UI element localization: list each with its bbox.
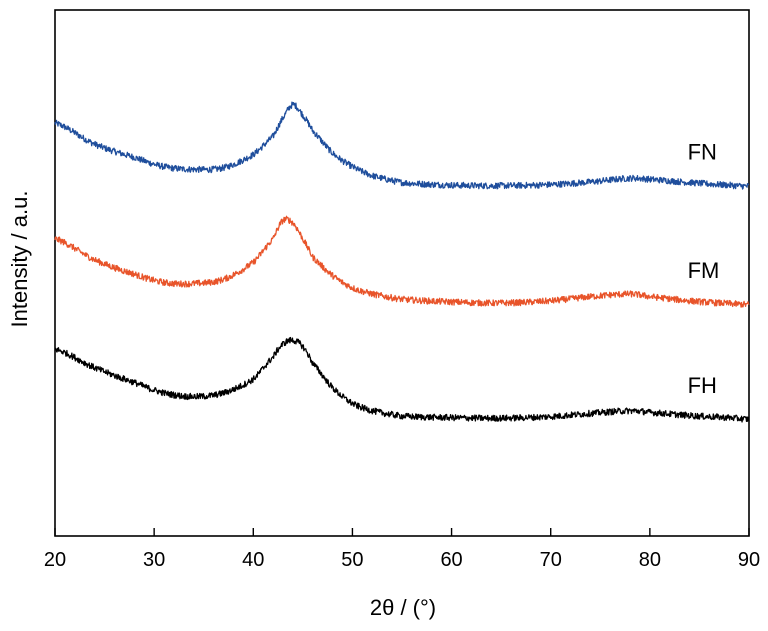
- x-tick-label: 30: [143, 549, 165, 571]
- series-line-fn: [54, 101, 750, 190]
- series-label-fn: FN: [688, 140, 717, 165]
- x-tick-label: 40: [242, 549, 264, 571]
- x-axis-title: 2θ / (°): [370, 595, 436, 620]
- x-tick-label: 70: [540, 549, 562, 571]
- plot-frame: [54, 9, 750, 537]
- x-tick-label: 20: [44, 549, 66, 571]
- series-line-fh: [54, 336, 750, 423]
- x-tick-label: 50: [341, 549, 363, 571]
- x-axis-ticks: [54, 528, 750, 536]
- x-tick-label: 60: [440, 549, 462, 571]
- x-axis-tick-labels: 20 30 40 50 60 70 80 90: [44, 549, 760, 571]
- series-labels: FN FM FH: [688, 140, 720, 398]
- x-tick-label: 90: [738, 549, 760, 571]
- series-layer: [54, 101, 750, 423]
- y-axis-title: Intensity / a.u.: [7, 191, 32, 328]
- series-label-fm: FM: [688, 258, 720, 283]
- series-line-fm: [54, 215, 750, 308]
- series-label-fh: FH: [688, 373, 717, 398]
- x-tick-label: 80: [639, 549, 661, 571]
